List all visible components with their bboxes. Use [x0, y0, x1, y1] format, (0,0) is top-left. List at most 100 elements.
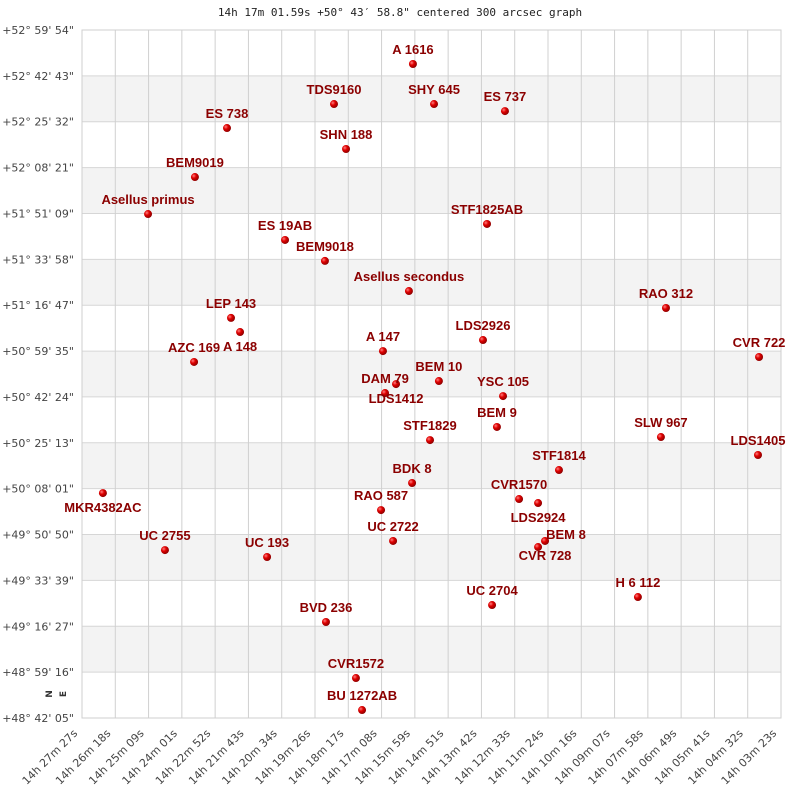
band: [82, 305, 781, 352]
star-label: SLW 967: [634, 415, 687, 430]
star-label: Asellus secondus: [354, 269, 465, 284]
star-label: RAO 312: [639, 286, 693, 301]
star-point: [342, 145, 351, 154]
star-label: BEM 8: [546, 527, 586, 542]
star-label: BVD 236: [300, 600, 353, 615]
star-point: [321, 617, 330, 626]
compass-east: E: [59, 691, 69, 697]
y-tick-label: +50° 59' 35": [2, 345, 74, 358]
star-point: [492, 422, 501, 431]
y-tick-label: +50° 08' 01": [2, 483, 74, 496]
star-label: YSC 105: [477, 374, 529, 389]
y-tick-label: +48° 59' 16": [2, 666, 74, 679]
star-label: CVR1572: [328, 656, 384, 671]
star-label: STF1814: [532, 448, 586, 463]
y-tick-label: +48° 42' 05": [2, 712, 74, 725]
star-point: [392, 380, 401, 389]
star-label: A 1616: [392, 42, 433, 57]
star-label: RAO 587: [354, 488, 408, 503]
star-point: [488, 601, 497, 610]
band: [82, 442, 781, 489]
star-point: [554, 466, 563, 475]
compass-north: N: [45, 690, 55, 698]
band: [82, 396, 781, 443]
band: [82, 580, 781, 627]
star-point: [358, 706, 367, 715]
star-label: STF1825AB: [451, 202, 523, 217]
star-point: [190, 357, 199, 366]
y-tick-label: +50° 25' 13": [2, 437, 74, 450]
star-point: [478, 336, 487, 345]
star-point: [534, 543, 543, 552]
star-point: [236, 328, 245, 337]
star-point: [633, 593, 642, 602]
chart-title: 14h 17m 01.59s +50° 43′ 58.8" centered 3…: [217, 6, 583, 19]
star-label: LDS2924: [511, 510, 567, 525]
star-point: [483, 219, 492, 228]
star-point: [320, 256, 329, 265]
star-label: AZC 169: [168, 340, 220, 355]
y-tick-label: +51° 33' 58": [2, 253, 74, 266]
star-label: CVR 728: [519, 548, 572, 563]
star-point: [426, 436, 435, 445]
star-label: Asellus primus: [101, 192, 194, 207]
y-tick-label: +52° 25' 32": [2, 116, 74, 129]
star-label: MKR4382AC: [64, 500, 142, 515]
star-label: SHY 645: [408, 82, 460, 97]
star-label: BEM9019: [166, 155, 224, 170]
star-point: [408, 479, 417, 488]
star-point: [499, 392, 508, 401]
y-tick-label: +51° 51' 09": [2, 207, 74, 220]
y-tick-label: +52° 42' 43": [2, 70, 74, 83]
star-label: LDS1405: [731, 433, 786, 448]
star-point: [263, 552, 272, 561]
plot-border: [81, 29, 782, 719]
star-point: [661, 304, 670, 313]
y-tick-label: +51° 16' 47": [2, 299, 74, 312]
star-point: [534, 499, 543, 508]
star-label: BEM 9: [477, 405, 517, 420]
star-label: ES 737: [484, 89, 527, 104]
star-point: [329, 100, 338, 109]
star-label: BDK 8: [393, 461, 432, 476]
star-point: [190, 173, 199, 182]
star-point: [222, 124, 231, 133]
star-point: [381, 389, 390, 398]
star-label: SHN 188: [320, 127, 373, 142]
star-label: ES 19AB: [258, 218, 312, 233]
band: [82, 213, 781, 260]
star-point: [753, 450, 762, 459]
star-label: BEM 10: [415, 359, 462, 374]
star-point: [227, 313, 236, 322]
star-label: BEM9018: [296, 239, 354, 254]
star-point: [351, 674, 360, 683]
star-label: UC 2755: [139, 528, 190, 543]
star-label: A 148: [223, 339, 257, 354]
star-point: [430, 100, 439, 109]
band: [82, 259, 781, 306]
star-point: [500, 107, 509, 116]
star-label: UC 2722: [367, 519, 418, 534]
band: [82, 626, 781, 673]
star-label: CVR 722: [733, 335, 786, 350]
band: [82, 672, 781, 718]
star-label: UC 193: [245, 535, 289, 550]
star-point: [378, 347, 387, 356]
star-label: DAM 79: [361, 371, 409, 386]
star-label: CVR1570: [491, 477, 547, 492]
y-tick-label: +50° 42' 24": [2, 391, 74, 404]
star-point: [755, 353, 764, 362]
star-point: [408, 59, 417, 68]
star-point: [515, 495, 524, 504]
star-label: LEP 143: [206, 296, 256, 311]
star-label: A 147: [366, 329, 400, 344]
band: [82, 121, 781, 168]
star-point: [144, 210, 153, 219]
y-tick-label: +49° 33' 39": [2, 574, 74, 587]
star-point: [98, 489, 107, 498]
band: [82, 534, 781, 581]
y-tick-label: +49° 16' 27": [2, 620, 74, 633]
y-tick-label: +49° 50' 50": [2, 529, 74, 542]
star-point: [160, 546, 169, 555]
